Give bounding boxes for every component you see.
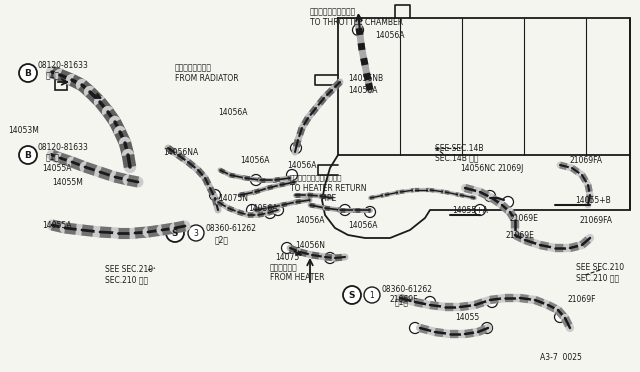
Circle shape [474,205,486,215]
Text: 〈1〉: 〈1〉 [395,298,409,307]
Circle shape [287,170,298,180]
Text: TO THROTTLE CHAMBER: TO THROTTLE CHAMBER [310,17,403,26]
Text: TO HEATER RETURN: TO HEATER RETURN [290,183,367,192]
Text: 14056NA: 14056NA [163,148,198,157]
Circle shape [481,323,493,334]
Text: 21069J: 21069J [498,164,524,173]
Circle shape [353,25,364,35]
Text: 14053M: 14053M [8,125,39,135]
Text: 14056A: 14056A [375,31,404,39]
Circle shape [166,224,184,242]
Text: A3-7  0025: A3-7 0025 [540,353,582,362]
Circle shape [291,142,301,154]
Text: 14055+B: 14055+B [575,196,611,205]
Text: 〈1〉: 〈1〉 [46,153,60,161]
Text: 〈1〉: 〈1〉 [46,71,60,80]
Circle shape [502,196,513,208]
Circle shape [365,206,376,218]
Text: B: B [24,151,31,160]
Text: SEE SEC.210: SEE SEC.210 [105,266,153,275]
Circle shape [484,190,495,202]
Circle shape [410,323,420,334]
Circle shape [424,296,435,308]
Text: 14075: 14075 [275,253,300,263]
Text: 21069FA: 21069FA [580,215,613,224]
Text: FROM RADIATOR: FROM RADIATOR [175,74,239,83]
Text: SEE SEC.210: SEE SEC.210 [576,263,624,273]
Text: 14055+A: 14055+A [452,205,488,215]
Text: 14056NB: 14056NB [348,74,383,83]
Circle shape [282,243,292,253]
Text: 08360-61262: 08360-61262 [205,224,256,232]
Circle shape [486,296,497,308]
Text: 21069F: 21069F [390,295,419,305]
Text: 14055: 14055 [455,314,479,323]
Circle shape [324,253,335,263]
Text: 14056A: 14056A [348,221,378,230]
Text: S: S [172,228,179,237]
Circle shape [19,146,37,164]
Text: ヒーターリターンパイプへ: ヒーターリターンパイプへ [290,175,342,181]
Text: SEE SEC.14B: SEE SEC.14B [435,144,483,153]
Circle shape [554,311,566,323]
Text: 08120-81633: 08120-81633 [38,142,89,151]
Circle shape [264,208,275,218]
Circle shape [343,286,361,304]
Text: スロットチャンバーへ: スロットチャンバーへ [310,7,356,16]
Text: 14056A: 14056A [287,160,317,170]
Text: 14055A: 14055A [42,221,72,230]
Bar [55,76,67,90]
Circle shape [250,174,262,186]
Circle shape [209,189,221,201]
Text: 14056A: 14056A [240,155,269,164]
Text: 21069E: 21069E [505,231,534,240]
Text: 14056N: 14056N [295,241,325,250]
Circle shape [339,205,351,215]
Text: SEC.210 参照: SEC.210 参照 [576,273,619,282]
Text: 21069F: 21069F [568,295,596,305]
Text: SEC.14B 参照: SEC.14B 参照 [435,154,479,163]
Text: 3: 3 [193,228,198,237]
Text: 1: 1 [370,291,374,299]
Text: ヒーターより: ヒーターより [270,263,298,273]
Text: 14056NC: 14056NC [460,164,495,173]
Text: 14055A: 14055A [42,164,72,173]
Circle shape [273,205,284,215]
Text: 21069FA: 21069FA [570,155,603,164]
Text: SEC.210 参照: SEC.210 参照 [105,276,148,285]
Circle shape [246,205,257,215]
Text: 21069E: 21069E [510,214,539,222]
Circle shape [364,287,380,303]
Text: 08120-81633: 08120-81633 [38,61,89,70]
Text: B: B [24,68,31,77]
Circle shape [19,64,37,82]
Text: S: S [349,291,355,299]
Text: PIPE: PIPE [320,193,336,202]
Text: 14075N: 14075N [218,193,248,202]
Text: 14056A: 14056A [348,86,378,94]
Text: 14055M: 14055M [52,177,83,186]
Text: 〈2〉: 〈2〉 [215,235,229,244]
Text: FROM HEATER: FROM HEATER [270,273,324,282]
Text: 14056A: 14056A [295,215,324,224]
Text: ラジエーターより: ラジエーターより [175,64,212,73]
Text: 14056A: 14056A [248,203,278,212]
Circle shape [188,225,204,241]
Text: 14056A: 14056A [218,108,248,116]
Text: 08360-61262: 08360-61262 [382,285,433,295]
